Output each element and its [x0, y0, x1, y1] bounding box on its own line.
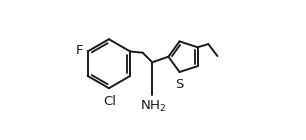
Text: NH$_2$: NH$_2$ — [140, 99, 166, 114]
Text: S: S — [175, 78, 183, 91]
Text: F: F — [76, 44, 83, 57]
Text: Cl: Cl — [103, 95, 116, 108]
